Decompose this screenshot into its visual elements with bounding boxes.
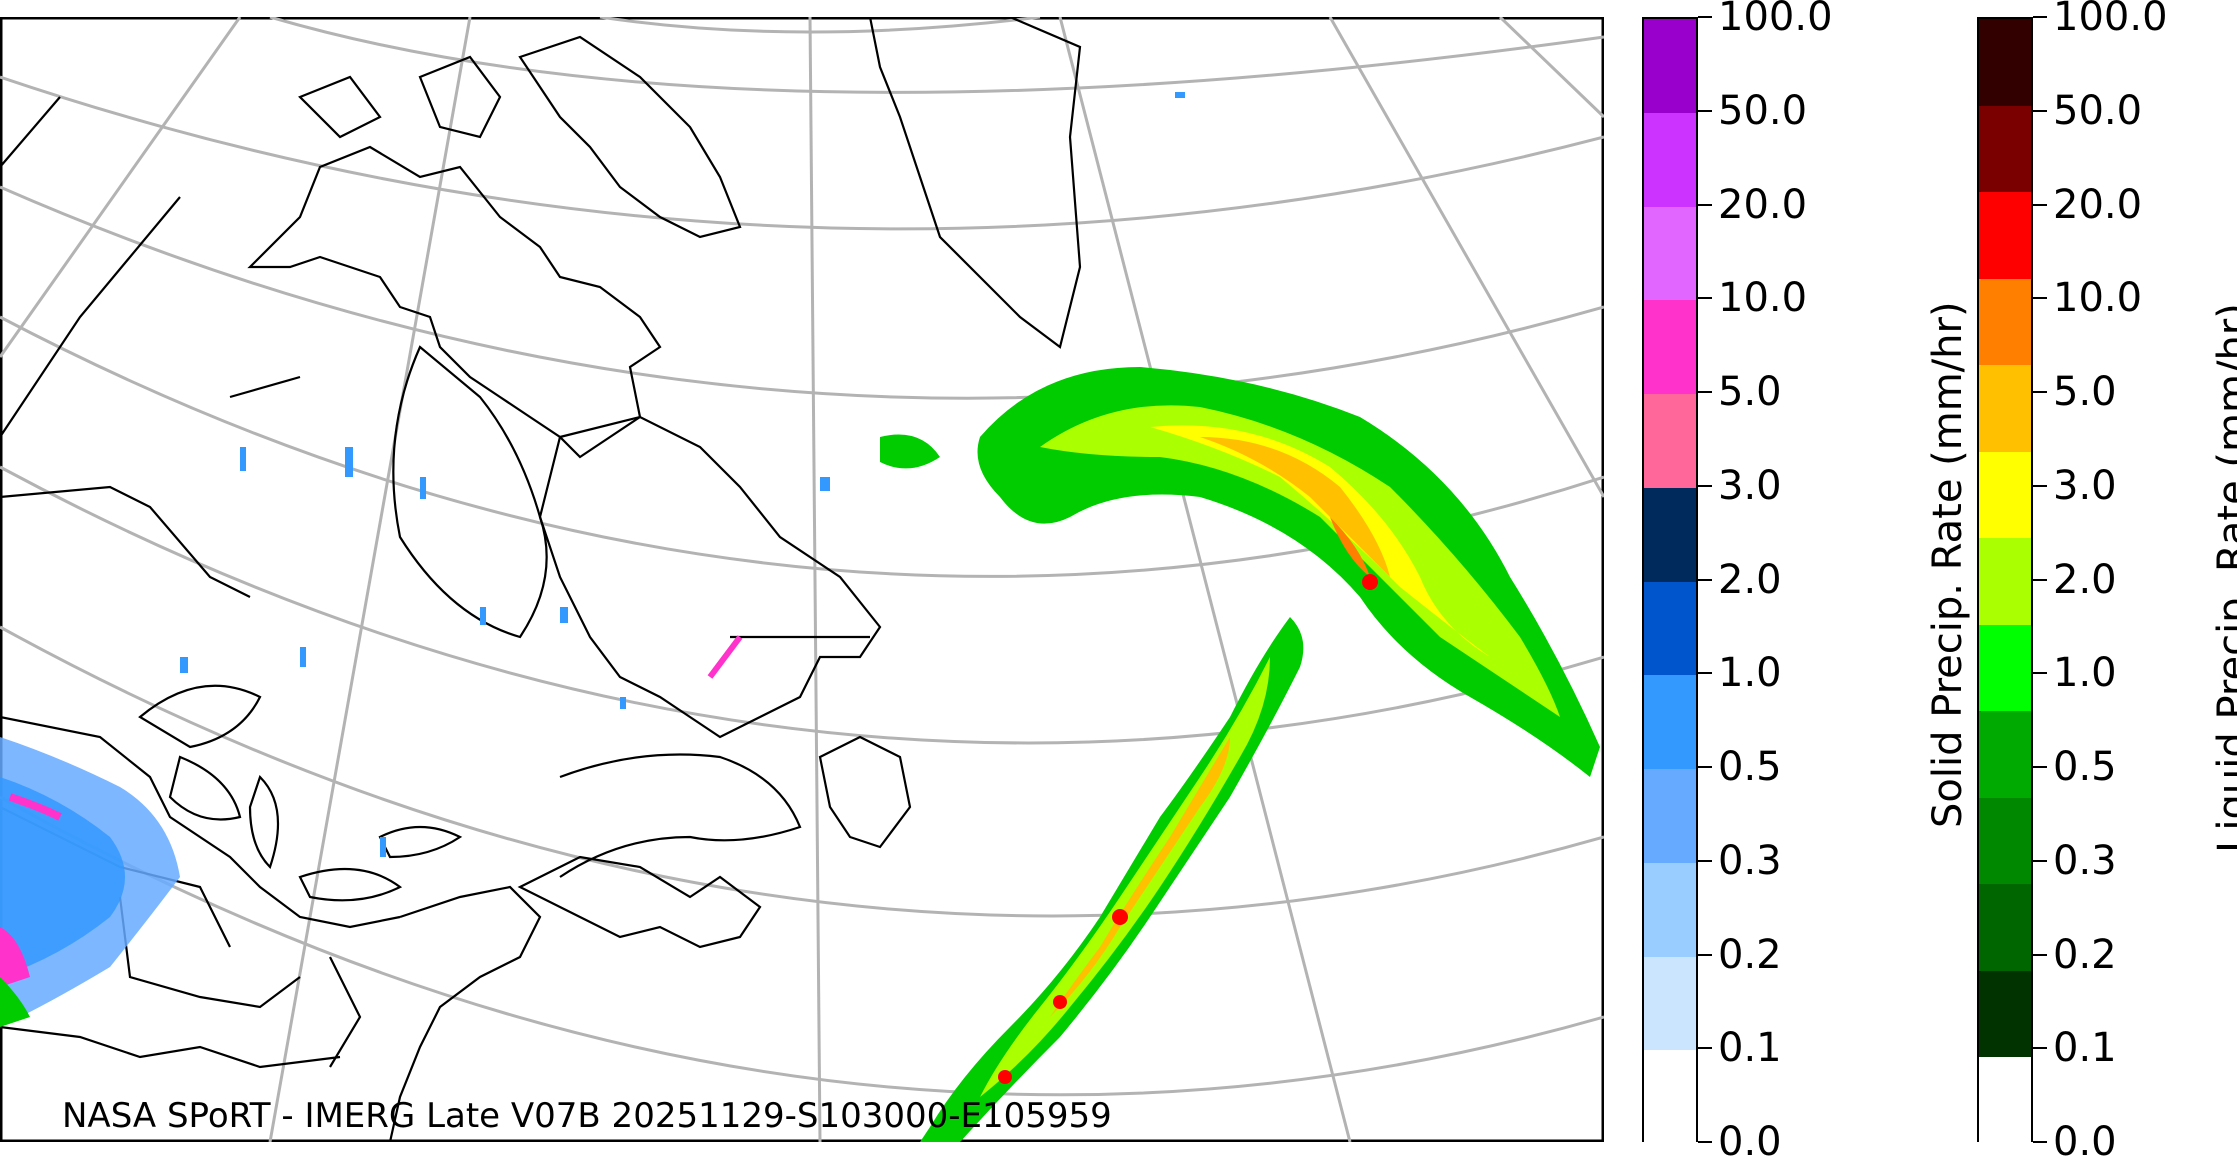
liquid-precip-colorbar-tick [2033, 1047, 2047, 1050]
solid-precip-colorbar-title: Solid Precip. Rate (mm/hr) [1925, 300, 1971, 828]
solid-precip-colorbar-tick-label: 10.0 [1718, 275, 1808, 322]
liquid-precip-colorbar-segment [1979, 970, 2031, 1058]
solid-precip-colorbar-tick-label: 0.2 [1718, 931, 1782, 978]
solid-precip-colorbar-segment [1644, 112, 1696, 207]
liquid-precip-colorbar-segment [1979, 451, 2031, 539]
liquid-precip-colorbar-tick [2033, 484, 2047, 487]
solid-precip-colorbar-tick [1698, 953, 1712, 956]
liquid-precip-colorbar-tick-label: 5.0 [2053, 369, 2117, 415]
liquid-precip-colorbar-tick [2033, 672, 2047, 675]
solid-precip-colorbar-tick-label: 0.5 [1718, 744, 1782, 790]
liquid-precip-colorbar-tick-label: 0.1 [2053, 1025, 2117, 1072]
solid-precip-colorbar-tick-label: 50.0 [1718, 87, 1808, 134]
solid-precip-colorbar-tick [1698, 1141, 1712, 1143]
solid-precip-colorbar-tick [1698, 16, 1712, 18]
solid-precip-colorbar-segment [1644, 394, 1696, 489]
liquid-precip-colorbar-title: Liquid Precip. Rate (mm/hr) [2210, 302, 2237, 853]
liquid-precip-colorbar-segment [1979, 538, 2031, 626]
liquid-precip-colorbar-tick [2033, 859, 2047, 862]
liquid-precip-colorbar-segment [1979, 797, 2031, 885]
liquid-precip-colorbar-tick-label: 20.0 [2053, 181, 2143, 228]
solid-precip-colorbar-tick [1698, 484, 1712, 487]
liquid-precip-colorbar-segment [1979, 19, 2031, 107]
solid-precip-colorbar-segment [1644, 1050, 1696, 1145]
solid-precip-colorbar-tick-label: 1.0 [1718, 650, 1782, 697]
liquid-precip-colorbar-tick-label: 10.0 [2053, 275, 2143, 322]
solid-precip-colorbar-tick-label: 0.3 [1718, 837, 1782, 884]
solid-precip-colorbar-segment [1644, 19, 1696, 114]
solid-precip-colorbar-tick [1698, 766, 1712, 768]
liquid-precip-colorbar-tick-label: 0.2 [2053, 931, 2117, 978]
liquid-precip-colorbar-tick-label: 0.5 [2053, 744, 2117, 790]
liquid-precip-colorbar-tick-label: 3.0 [2053, 462, 2117, 509]
liquid-precip-main [880, 367, 1600, 777]
solid-precip-colorbar-tick [1698, 578, 1712, 581]
liquid-precip-colorbar-segment [1979, 105, 2031, 193]
solid-precip-colorbar-tick [1698, 203, 1712, 206]
solid-precip-colorbar-tick-label: 0.1 [1718, 1025, 1782, 1072]
liquid-precip-colorbar-segment [1979, 192, 2031, 280]
map-frame [0, 17, 1604, 1142]
solid-precip-colorbar-tick-label: 0.0 [1718, 1119, 1782, 1165]
solid-precip-colorbar-tick [1698, 297, 1712, 300]
solid-precip-colorbar-tick [1698, 391, 1712, 393]
liquid-precip-front [920, 617, 1304, 1142]
liquid-precip-colorbar-segment [1979, 884, 2031, 972]
solid-precip-colorbar-tick-label: 20.0 [1718, 181, 1808, 228]
liquid-precip-colorbar-tick-label: 1.0 [2053, 650, 2117, 697]
solid-precip-colorbar-segment [1644, 300, 1696, 395]
liquid-precip-colorbar-segment [1979, 624, 2031, 712]
solid-precip-colorbar-tick-label: 5.0 [1718, 369, 1782, 415]
liquid-precip-colorbar-tick [2033, 953, 2047, 956]
liquid-precip-colorbar-segment [1979, 1057, 2031, 1145]
solid-precip-colorbar-tick-label: 2.0 [1718, 556, 1782, 603]
solid-precip-colorbar-tick-label: 100.0 [1718, 0, 1833, 40]
solid-precip-colorbar-tick [1698, 672, 1712, 675]
solid-precip-colorbar-tick [1698, 109, 1712, 112]
liquid-precip-colorbar-tick [2033, 578, 2047, 581]
solid-precip-colorbar-segment [1644, 206, 1696, 301]
solid-precip-colorbar-segment [1644, 956, 1696, 1051]
solid-precip-colorbar-tick [1698, 859, 1712, 862]
liquid-precip-colorbar-tick-label: 0.3 [2053, 837, 2117, 884]
liquid-precip-colorbar-tick [2033, 766, 2047, 768]
liquid-precip-colorbar-tick-label: 2.0 [2053, 556, 2117, 603]
liquid-precip-colorbar-segment [1979, 365, 2031, 453]
liquid-precip-colorbar-tick [2033, 297, 2047, 300]
solid-precip-colorbar-segment [1644, 862, 1696, 957]
solid-precip-colorbar [1642, 17, 1698, 1145]
liquid-precip-colorbar-tick [2033, 203, 2047, 206]
solid-precip-colorbar-tick-label: 3.0 [1718, 462, 1782, 509]
coastlines [0, 17, 1082, 1142]
liquid-precip-colorbar-tick-label: 0.0 [2053, 1119, 2117, 1165]
liquid-precip-colorbar-tick-label: 100.0 [2053, 0, 2168, 40]
precip-map [0, 17, 1604, 1142]
liquid-precip-colorbar-tick [2033, 391, 2047, 393]
solid-precip-colorbar-segment [1644, 487, 1696, 582]
liquid-precip-colorbar-segment [1979, 278, 2031, 366]
liquid-precip-colorbar-tick [2033, 16, 2047, 18]
solid-precip-colorbar-segment [1644, 581, 1696, 676]
graticule [0, 17, 1604, 1142]
solid-precip-colorbar-segment [1644, 675, 1696, 770]
liquid-precip-colorbar-tick-label: 50.0 [2053, 87, 2143, 134]
data-credit-label: NASA SPoRT - IMERG Late V07B 20251129-S1… [62, 1096, 1112, 1136]
solid-precip-colorbar-segment [1644, 769, 1696, 864]
liquid-precip-colorbar-tick [2033, 1141, 2047, 1143]
solid-precip-scatter [180, 92, 1185, 857]
solid-precip-west [0, 635, 743, 1027]
solid-precip-colorbar-tick [1698, 1047, 1712, 1050]
liquid-precip-colorbar-segment [1979, 711, 2031, 799]
liquid-precip-colorbar-tick [2033, 109, 2047, 112]
liquid-precip-colorbar [1977, 17, 2033, 1145]
